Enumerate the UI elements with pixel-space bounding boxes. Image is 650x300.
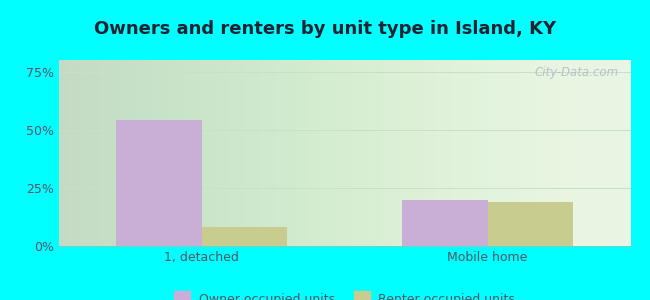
Bar	[116, 120, 202, 246]
Text: City-Data.com: City-Data.com	[535, 66, 619, 79]
Text: Owners and renters by unit type in Island, KY: Owners and renters by unit type in Islan…	[94, 20, 556, 38]
Bar	[402, 200, 488, 246]
Bar	[488, 202, 573, 246]
Legend: Owner occupied units, Renter occupied units: Owner occupied units, Renter occupied un…	[174, 293, 515, 300]
Bar	[202, 227, 287, 246]
